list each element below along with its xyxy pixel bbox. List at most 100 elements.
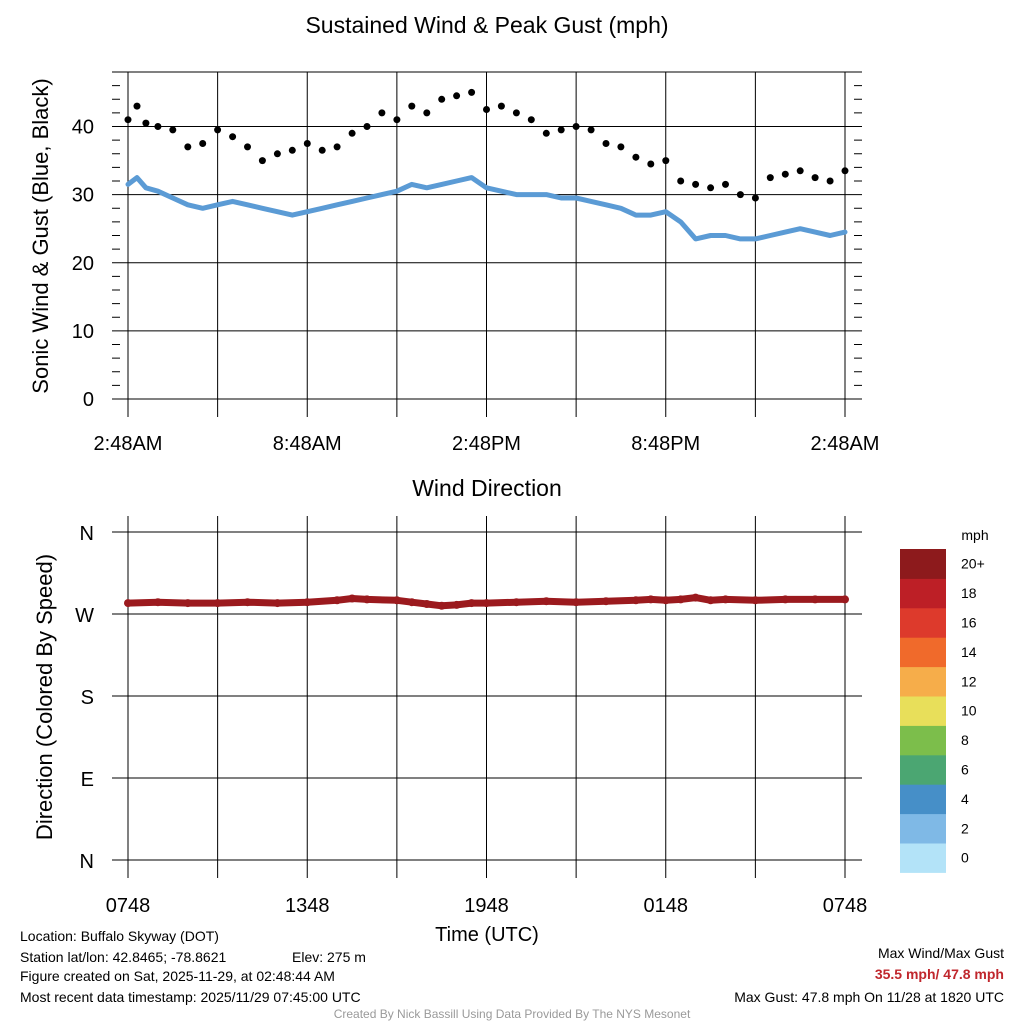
colorbar-swatch bbox=[900, 666, 946, 697]
direction-point bbox=[751, 596, 760, 605]
speed-xtick-label: 2:48PM bbox=[452, 433, 521, 455]
colorbar-swatch bbox=[900, 843, 946, 873]
speed-ytick-label: 40 bbox=[72, 117, 94, 139]
direction-point bbox=[841, 595, 849, 604]
figure-created: Figure created on Sat, 2025-11-29, at 02… bbox=[20, 968, 335, 984]
gust-point bbox=[811, 174, 819, 182]
direction-point bbox=[602, 597, 610, 606]
station-latlon: Station lat/lon: 42.8465; -78.8621 bbox=[20, 949, 227, 965]
speed-ytick-label: 0 bbox=[83, 389, 94, 411]
colorbar-swatch bbox=[900, 813, 946, 844]
direction-ytick-label: S bbox=[81, 687, 94, 709]
direction-point bbox=[572, 598, 581, 607]
gust-point bbox=[288, 146, 296, 154]
max-gust-detail: Max Gust: 47.8 mph On 11/28 at 1820 UTC bbox=[734, 989, 1004, 1005]
direction-point bbox=[646, 595, 655, 604]
direction-point bbox=[781, 595, 790, 604]
station-elevation: Elev: 275 m bbox=[292, 949, 366, 965]
gust-point bbox=[796, 167, 804, 175]
direction-point bbox=[542, 597, 551, 606]
colorbar-label: 10 bbox=[961, 703, 977, 719]
direction-point bbox=[437, 601, 446, 610]
gust-point bbox=[707, 184, 715, 192]
speed-xtick-label: 2:48AM bbox=[811, 433, 880, 455]
speed-chart-series bbox=[124, 88, 849, 242]
direction-point bbox=[303, 598, 312, 607]
gust-point bbox=[393, 116, 401, 124]
speed-xtick-label: 8:48PM bbox=[631, 433, 700, 455]
gust-point bbox=[497, 102, 505, 110]
gust-point bbox=[677, 177, 685, 185]
direction-chart-xlabel: Time (UTC) bbox=[435, 924, 539, 946]
speed-xtick-label: 8:48AM bbox=[273, 433, 342, 455]
speed-ytick-label: 20 bbox=[72, 253, 94, 275]
gust-point bbox=[214, 126, 222, 134]
direction-xtick-label: 1348 bbox=[285, 895, 330, 917]
speed-ytick-label: 30 bbox=[72, 185, 94, 207]
gust-point bbox=[273, 150, 281, 158]
direction-point bbox=[811, 595, 820, 604]
gust-point bbox=[841, 167, 849, 175]
colorbar-label: 14 bbox=[961, 644, 977, 660]
direction-point bbox=[348, 594, 357, 603]
max-wind-values: 35.5 mph/ 47.8 mph bbox=[874, 966, 1004, 982]
colorbar-label: 12 bbox=[961, 673, 977, 689]
gust-point bbox=[692, 180, 700, 188]
gust-point bbox=[133, 102, 141, 110]
gust-point bbox=[378, 109, 386, 117]
gust-point bbox=[483, 106, 490, 113]
gust-point bbox=[154, 123, 162, 130]
colorbar-title: mph bbox=[961, 527, 988, 543]
gust-point bbox=[348, 129, 356, 137]
colorbar-label: 20+ bbox=[961, 556, 985, 572]
colorbar-swatch bbox=[900, 725, 946, 756]
direction-point bbox=[512, 598, 521, 607]
colorbar-swatch bbox=[900, 696, 946, 726]
gust-point bbox=[124, 116, 132, 124]
direction-point bbox=[691, 593, 700, 602]
gust-point bbox=[662, 157, 670, 165]
credit-text: Created By Nick Bassill Using Data Provi… bbox=[333, 1007, 691, 1021]
gust-point bbox=[423, 109, 431, 117]
colorbar-label: 8 bbox=[961, 732, 969, 748]
colorbar-swatch bbox=[900, 754, 946, 785]
direction-point bbox=[422, 600, 431, 608]
direction-point bbox=[363, 595, 371, 604]
colorbar-swatch bbox=[900, 607, 946, 638]
gust-point bbox=[722, 180, 729, 188]
gust-point bbox=[184, 143, 192, 151]
direction-xtick-label: 1948 bbox=[464, 895, 509, 917]
direction-ytick-label: E bbox=[81, 769, 94, 791]
direction-point bbox=[124, 599, 132, 608]
direction-xtick-label: 0748 bbox=[823, 895, 868, 917]
gust-point bbox=[826, 177, 834, 185]
direction-point bbox=[452, 600, 461, 609]
colorbar-label: 2 bbox=[961, 820, 969, 836]
direction-point bbox=[661, 596, 670, 605]
gust-point bbox=[169, 126, 177, 134]
direction-point bbox=[706, 596, 715, 605]
station-location: Location: Buffalo Skyway (DOT) bbox=[20, 928, 219, 944]
direction-point bbox=[721, 595, 730, 604]
gust-point bbox=[333, 143, 341, 151]
speed-chart-ylabel: Sonic Wind & Gust (Blue, Black) bbox=[28, 78, 53, 393]
max-wind-title: Max Wind/Max Gust bbox=[877, 945, 1004, 961]
direction-point bbox=[407, 598, 416, 607]
gust-point bbox=[438, 95, 446, 103]
gust-point bbox=[542, 129, 550, 137]
colorbar-label: 0 bbox=[961, 850, 969, 866]
speed-chart-grid bbox=[112, 71, 862, 417]
gust-point bbox=[647, 160, 655, 168]
gust-point bbox=[303, 140, 311, 147]
direction-chart-title: Wind Direction bbox=[412, 475, 562, 501]
gust-point bbox=[587, 126, 595, 134]
direction-point bbox=[467, 599, 476, 608]
speed-chart-title: Sustained Wind & Peak Gust (mph) bbox=[305, 12, 668, 38]
recent-data-timestamp: Most recent data timestamp: 2025/11/29 0… bbox=[20, 989, 361, 1005]
colorbar-label: 4 bbox=[961, 791, 969, 807]
gust-point bbox=[572, 123, 580, 130]
gust-point bbox=[468, 88, 476, 96]
gust-point bbox=[258, 157, 266, 165]
direction-point bbox=[631, 596, 640, 605]
